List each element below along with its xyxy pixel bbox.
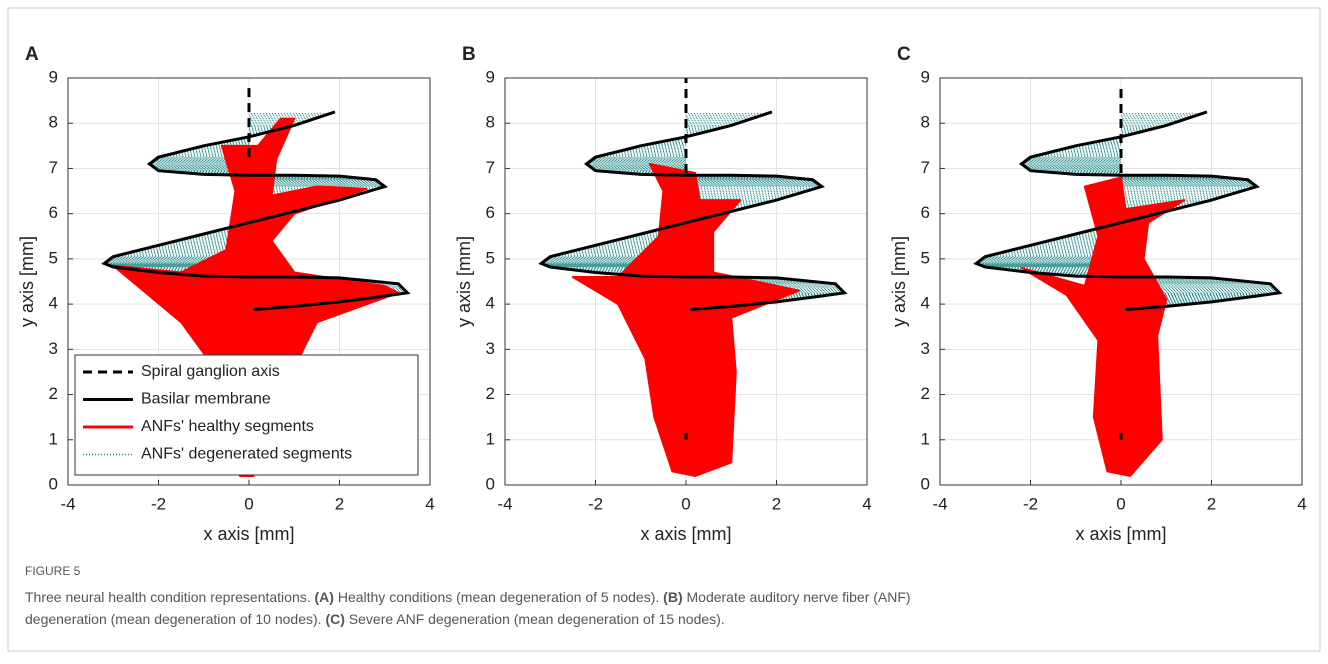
x-tick-label: -2 (151, 494, 166, 513)
y-tick-label: 6 (49, 203, 58, 222)
panel-label: A (25, 44, 39, 65)
y-tick-label: 6 (921, 203, 930, 222)
axes-box (504, 77, 868, 486)
x-tick-label: 2 (335, 494, 344, 513)
y-tick-label: 9 (921, 67, 930, 86)
caption-label: FIGURE 5 (25, 564, 81, 578)
y-tick-label: 1 (49, 429, 58, 448)
x-tick-label: 0 (681, 494, 690, 513)
healthy-segments (571, 162, 801, 477)
x-tick-label: -4 (60, 494, 75, 513)
basilar-membrane (538, 110, 848, 312)
y-tick-label: 5 (921, 248, 930, 267)
y-tick-label: 3 (486, 339, 495, 358)
y-tick-label: 7 (486, 158, 495, 177)
legend-label: Basilar membrane (141, 391, 271, 408)
x-tick-label: -2 (1023, 494, 1038, 513)
panel-label: B (462, 44, 476, 65)
caption-text: degeneration (mean degeneration of 10 no… (25, 611, 725, 627)
plot-content (973, 87, 1283, 477)
y-tick-label: 5 (486, 248, 495, 267)
axes-box (67, 77, 431, 486)
y-axis-label: y axis [mm] (17, 236, 37, 327)
y-tick-label: 9 (49, 67, 58, 86)
x-tick-label: 0 (1116, 494, 1125, 513)
x-tick-label: 2 (1207, 494, 1216, 513)
y-axis-label: y axis [mm] (889, 236, 909, 327)
x-tick-label: -4 (497, 494, 512, 513)
caption-segment: (A) (315, 589, 334, 605)
caption-text: Three neural health condition representa… (25, 589, 911, 605)
plot-content (101, 87, 411, 477)
x-tick-label: 4 (862, 494, 871, 513)
plot-content (538, 78, 848, 477)
y-tick-label: 8 (486, 113, 495, 132)
y-tick-label: 0 (49, 474, 58, 493)
legend-label: ANFs' degenerated segments (141, 446, 352, 463)
y-tick-label: 8 (49, 113, 58, 132)
x-axis-label: x axis [mm] (1075, 524, 1166, 544)
basilar-membrane (973, 110, 1283, 312)
y-tick-label: 6 (486, 203, 495, 222)
x-axis-label: x axis [mm] (203, 524, 294, 544)
y-tick-label: 8 (921, 113, 930, 132)
caption-segment: degeneration (mean degeneration of 10 no… (25, 611, 325, 627)
x-tick-label: 2 (772, 494, 781, 513)
panel-label: C (897, 44, 911, 65)
caption-segment: (C) (325, 611, 344, 627)
y-tick-label: 4 (486, 294, 495, 313)
y-axis-label: y axis [mm] (454, 236, 474, 327)
caption-segment: Three neural health condition representa… (25, 589, 315, 605)
legend-label: ANFs' healthy segments (141, 418, 314, 435)
axes-box (939, 77, 1303, 486)
y-tick-label: 5 (49, 248, 58, 267)
x-tick-label: -2 (588, 494, 603, 513)
legend-label: Spiral ganglion axis (141, 363, 280, 380)
y-tick-label: 2 (49, 384, 58, 403)
y-tick-label: 2 (921, 384, 930, 403)
caption-segment: Healthy conditions (mean degeneration of… (334, 589, 663, 605)
legend-box (74, 354, 419, 476)
y-tick-label: 4 (49, 294, 58, 313)
caption-segment: Moderate auditory nerve fiber (ANF) (683, 589, 911, 605)
y-tick-label: 3 (921, 339, 930, 358)
x-tick-label: 0 (244, 494, 253, 513)
x-tick-label: -4 (932, 494, 947, 513)
y-tick-label: 7 (921, 158, 930, 177)
caption-segment: (B) (663, 589, 682, 605)
healthy-segments (1020, 176, 1186, 477)
healthy-segments (112, 117, 400, 477)
x-tick-label: 4 (1297, 494, 1306, 513)
y-tick-label: 3 (49, 339, 58, 358)
caption-segment: Severe ANF degeneration (mean degenerati… (345, 611, 725, 627)
frame (7, 7, 1321, 652)
y-tick-label: 2 (486, 384, 495, 403)
x-tick-label: 4 (425, 494, 434, 513)
y-tick-label: 4 (921, 294, 930, 313)
basilar-membrane (101, 110, 411, 312)
y-tick-label: 9 (486, 67, 495, 86)
y-tick-label: 0 (921, 474, 930, 493)
y-tick-label: 1 (486, 429, 495, 448)
y-tick-label: 7 (49, 158, 58, 177)
y-tick-label: 0 (486, 474, 495, 493)
y-tick-label: 1 (921, 429, 930, 448)
x-axis-label: x axis [mm] (640, 524, 731, 544)
